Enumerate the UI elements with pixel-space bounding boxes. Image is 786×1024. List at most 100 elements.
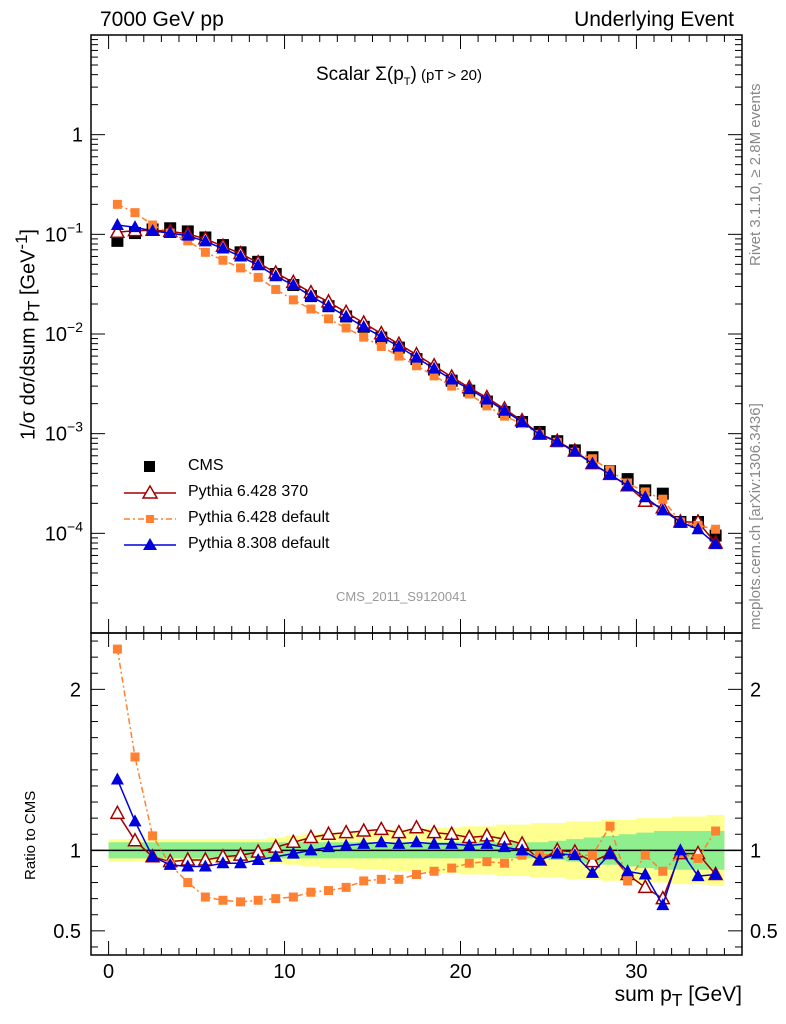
legend-label-p6-default: Pythia 6.428 default bbox=[188, 509, 330, 526]
ratio-point-pythia-8-308-default bbox=[163, 857, 177, 870]
ratio-point-pythia-8-308-default bbox=[533, 853, 547, 866]
main-point-pythia-6-428-default bbox=[412, 361, 421, 371]
main-y-tick-label: 10−2 bbox=[45, 319, 83, 346]
main-y-tick-label: 10−1 bbox=[45, 219, 83, 246]
main-point-pythia-6-428-default bbox=[447, 381, 457, 391]
ratio-point-pythia-6-428-default bbox=[359, 876, 369, 886]
ratio-point-pythia-6-428-370 bbox=[373, 820, 390, 836]
ratio-point-pythia-6-428-default bbox=[341, 882, 351, 892]
ratio-point-pythia-6-428-default bbox=[200, 892, 210, 902]
ylabel-main-text: 1/σ dσ/dsum p bbox=[17, 310, 40, 440]
main-point-pythia-8-308-default bbox=[322, 299, 336, 312]
ratio-point-pythia-8-308-default bbox=[462, 838, 476, 851]
ratio-point-pythia-6-428-370 bbox=[320, 825, 337, 840]
main-point-pythia-8-308-default bbox=[656, 503, 670, 516]
title-main: Scalar Σ(p bbox=[316, 64, 404, 85]
main-point-pythia-8-308-default bbox=[515, 414, 529, 427]
ylabel-main-sub: T bbox=[24, 300, 44, 311]
ratio-point-pythia-6-428-default bbox=[412, 870, 421, 879]
ratio-point-pythia-6-428-default bbox=[130, 752, 140, 762]
main-y-tick-label: 10−4 bbox=[45, 518, 83, 545]
ratio-point-pythia-8-308-default bbox=[445, 836, 459, 849]
legend-marker-cms bbox=[144, 461, 155, 472]
ratio-point-pythia-6-428-370 bbox=[637, 878, 653, 894]
ratio-point-pythia-8-308-default bbox=[497, 840, 511, 853]
ratio-y-tick-label-left: 2 bbox=[70, 679, 81, 701]
ylabel-main-unit: [GeV bbox=[17, 249, 40, 301]
main-point-pythia-6-428-default bbox=[218, 255, 228, 265]
main-point-pythia-6-428-default bbox=[429, 371, 439, 381]
main-point-pythia-8-308-default bbox=[374, 329, 388, 342]
main-point-pythia-8-308-default bbox=[392, 339, 406, 352]
ratio-point-pythia-6-428-default bbox=[183, 878, 193, 888]
main-point-pythia-6-428-default bbox=[306, 304, 316, 314]
main-point-pythia-8-308-default bbox=[181, 228, 195, 241]
mcplots-label: mcplots.cern.ch [arXiv:1306.3436] bbox=[747, 403, 764, 630]
ratio-point-pythia-6-428-default bbox=[711, 826, 721, 836]
main-point-pythia-6-428-default bbox=[376, 341, 386, 351]
main-point-pythia-8-308-default bbox=[497, 403, 511, 416]
ratio-point-pythia-6-428-370 bbox=[303, 828, 319, 844]
ratio-point-pythia-8-308-default bbox=[427, 836, 441, 849]
legend-item-p6-default: Pythia 6.428 default bbox=[120, 507, 440, 531]
ratio-point-pythia-6-428-370 bbox=[355, 822, 372, 837]
ratio-point-pythia-8-308-default bbox=[234, 856, 248, 869]
ratio-point-pythia-6-428-default bbox=[271, 894, 281, 904]
ratio-y-tick-label-right: 1 bbox=[750, 840, 761, 862]
ratio-point-pythia-6-428-default bbox=[658, 866, 668, 876]
main-point-pythia-8-308-default bbox=[304, 289, 318, 302]
ylabel-main-sup: -1 bbox=[12, 234, 31, 250]
main-point-pythia-8-308-default bbox=[410, 350, 423, 363]
main-point-pythia-6-428-default bbox=[482, 401, 492, 411]
main-point-pythia-6-428-default bbox=[499, 411, 509, 421]
main-point-pythia-8-308-default bbox=[568, 444, 582, 457]
main-point-pythia-8-308-default bbox=[269, 269, 283, 282]
x-tick-label: 20 bbox=[449, 961, 471, 983]
xlabel-unit: [GeV] bbox=[682, 983, 742, 1006]
ratio-y-tick-label-left: 1 bbox=[70, 840, 81, 862]
main-point-pythia-6-428-default bbox=[341, 323, 351, 333]
ratio-point-pythia-8-308-default bbox=[110, 772, 124, 785]
legend-label-p6-370: Pythia 6.428 370 bbox=[188, 483, 309, 500]
legend-label-p8: Pythia 8.308 default bbox=[188, 535, 330, 552]
ratio-point-pythia-8-308-default bbox=[304, 843, 318, 856]
analysis-label: Underlying Event bbox=[574, 8, 734, 31]
main-point-pythia-8-308-default bbox=[427, 361, 441, 374]
main-y-tick-label: 10−3 bbox=[45, 419, 83, 446]
main-point-pythia-6-428-default bbox=[112, 199, 122, 209]
legend-marker-p6-default bbox=[124, 515, 176, 523]
main-point-pythia-6-428-default bbox=[711, 524, 721, 534]
main-point-pythia-6-428-default bbox=[200, 247, 210, 257]
analysis-watermark: CMS_2011_S9120041 bbox=[336, 589, 467, 604]
ratio-y-tick-label-right: 0.5 bbox=[750, 921, 778, 943]
title-extra: (pT > 20) bbox=[416, 67, 483, 84]
ratio-point-pythia-8-308-default bbox=[585, 865, 599, 878]
ratio-point-pythia-8-308-default bbox=[515, 843, 529, 856]
legend-label-cms: CMS bbox=[188, 457, 224, 474]
ratio-point-pythia-8-308-default bbox=[181, 859, 195, 872]
ratio-point-pythia-8-308-default bbox=[339, 838, 353, 851]
title-close: ) bbox=[410, 64, 417, 85]
main-point-pythia-8-308-default bbox=[709, 537, 723, 550]
ratio-point-pythia-8-308-default bbox=[480, 836, 494, 849]
ratio-point-pythia-6-428-default bbox=[623, 876, 633, 886]
ratio-point-pythia-6-428-370 bbox=[127, 832, 143, 847]
title-sub: T bbox=[403, 75, 411, 88]
main-point-pythia-8-308-default bbox=[286, 278, 300, 291]
ratio-point-pythia-8-308-default bbox=[621, 864, 635, 877]
main-point-pythia-8-308-default bbox=[603, 467, 617, 480]
ratio-point-pythia-8-308-default bbox=[269, 849, 283, 862]
legend-item-p6-370: Pythia 6.428 370 bbox=[120, 481, 440, 505]
ratio-point-pythia-6-428-default bbox=[324, 886, 334, 896]
ratio-point-pythia-8-308-default bbox=[709, 867, 723, 880]
ratio-point-pythia-8-308-default bbox=[374, 835, 388, 848]
ratio-point-pythia-8-308-default bbox=[128, 814, 142, 827]
legend-marker-p8 bbox=[124, 538, 176, 550]
ratio-point-pythia-6-428-default bbox=[482, 857, 492, 867]
ratio-point-pythia-8-308-default bbox=[357, 836, 371, 849]
x-tick-label: 10 bbox=[273, 961, 295, 983]
ratio-point-pythia-8-308-default bbox=[286, 846, 300, 859]
ratio-point-pythia-6-428-370 bbox=[338, 824, 354, 839]
main-point-pythia-8-308-default bbox=[146, 224, 160, 237]
